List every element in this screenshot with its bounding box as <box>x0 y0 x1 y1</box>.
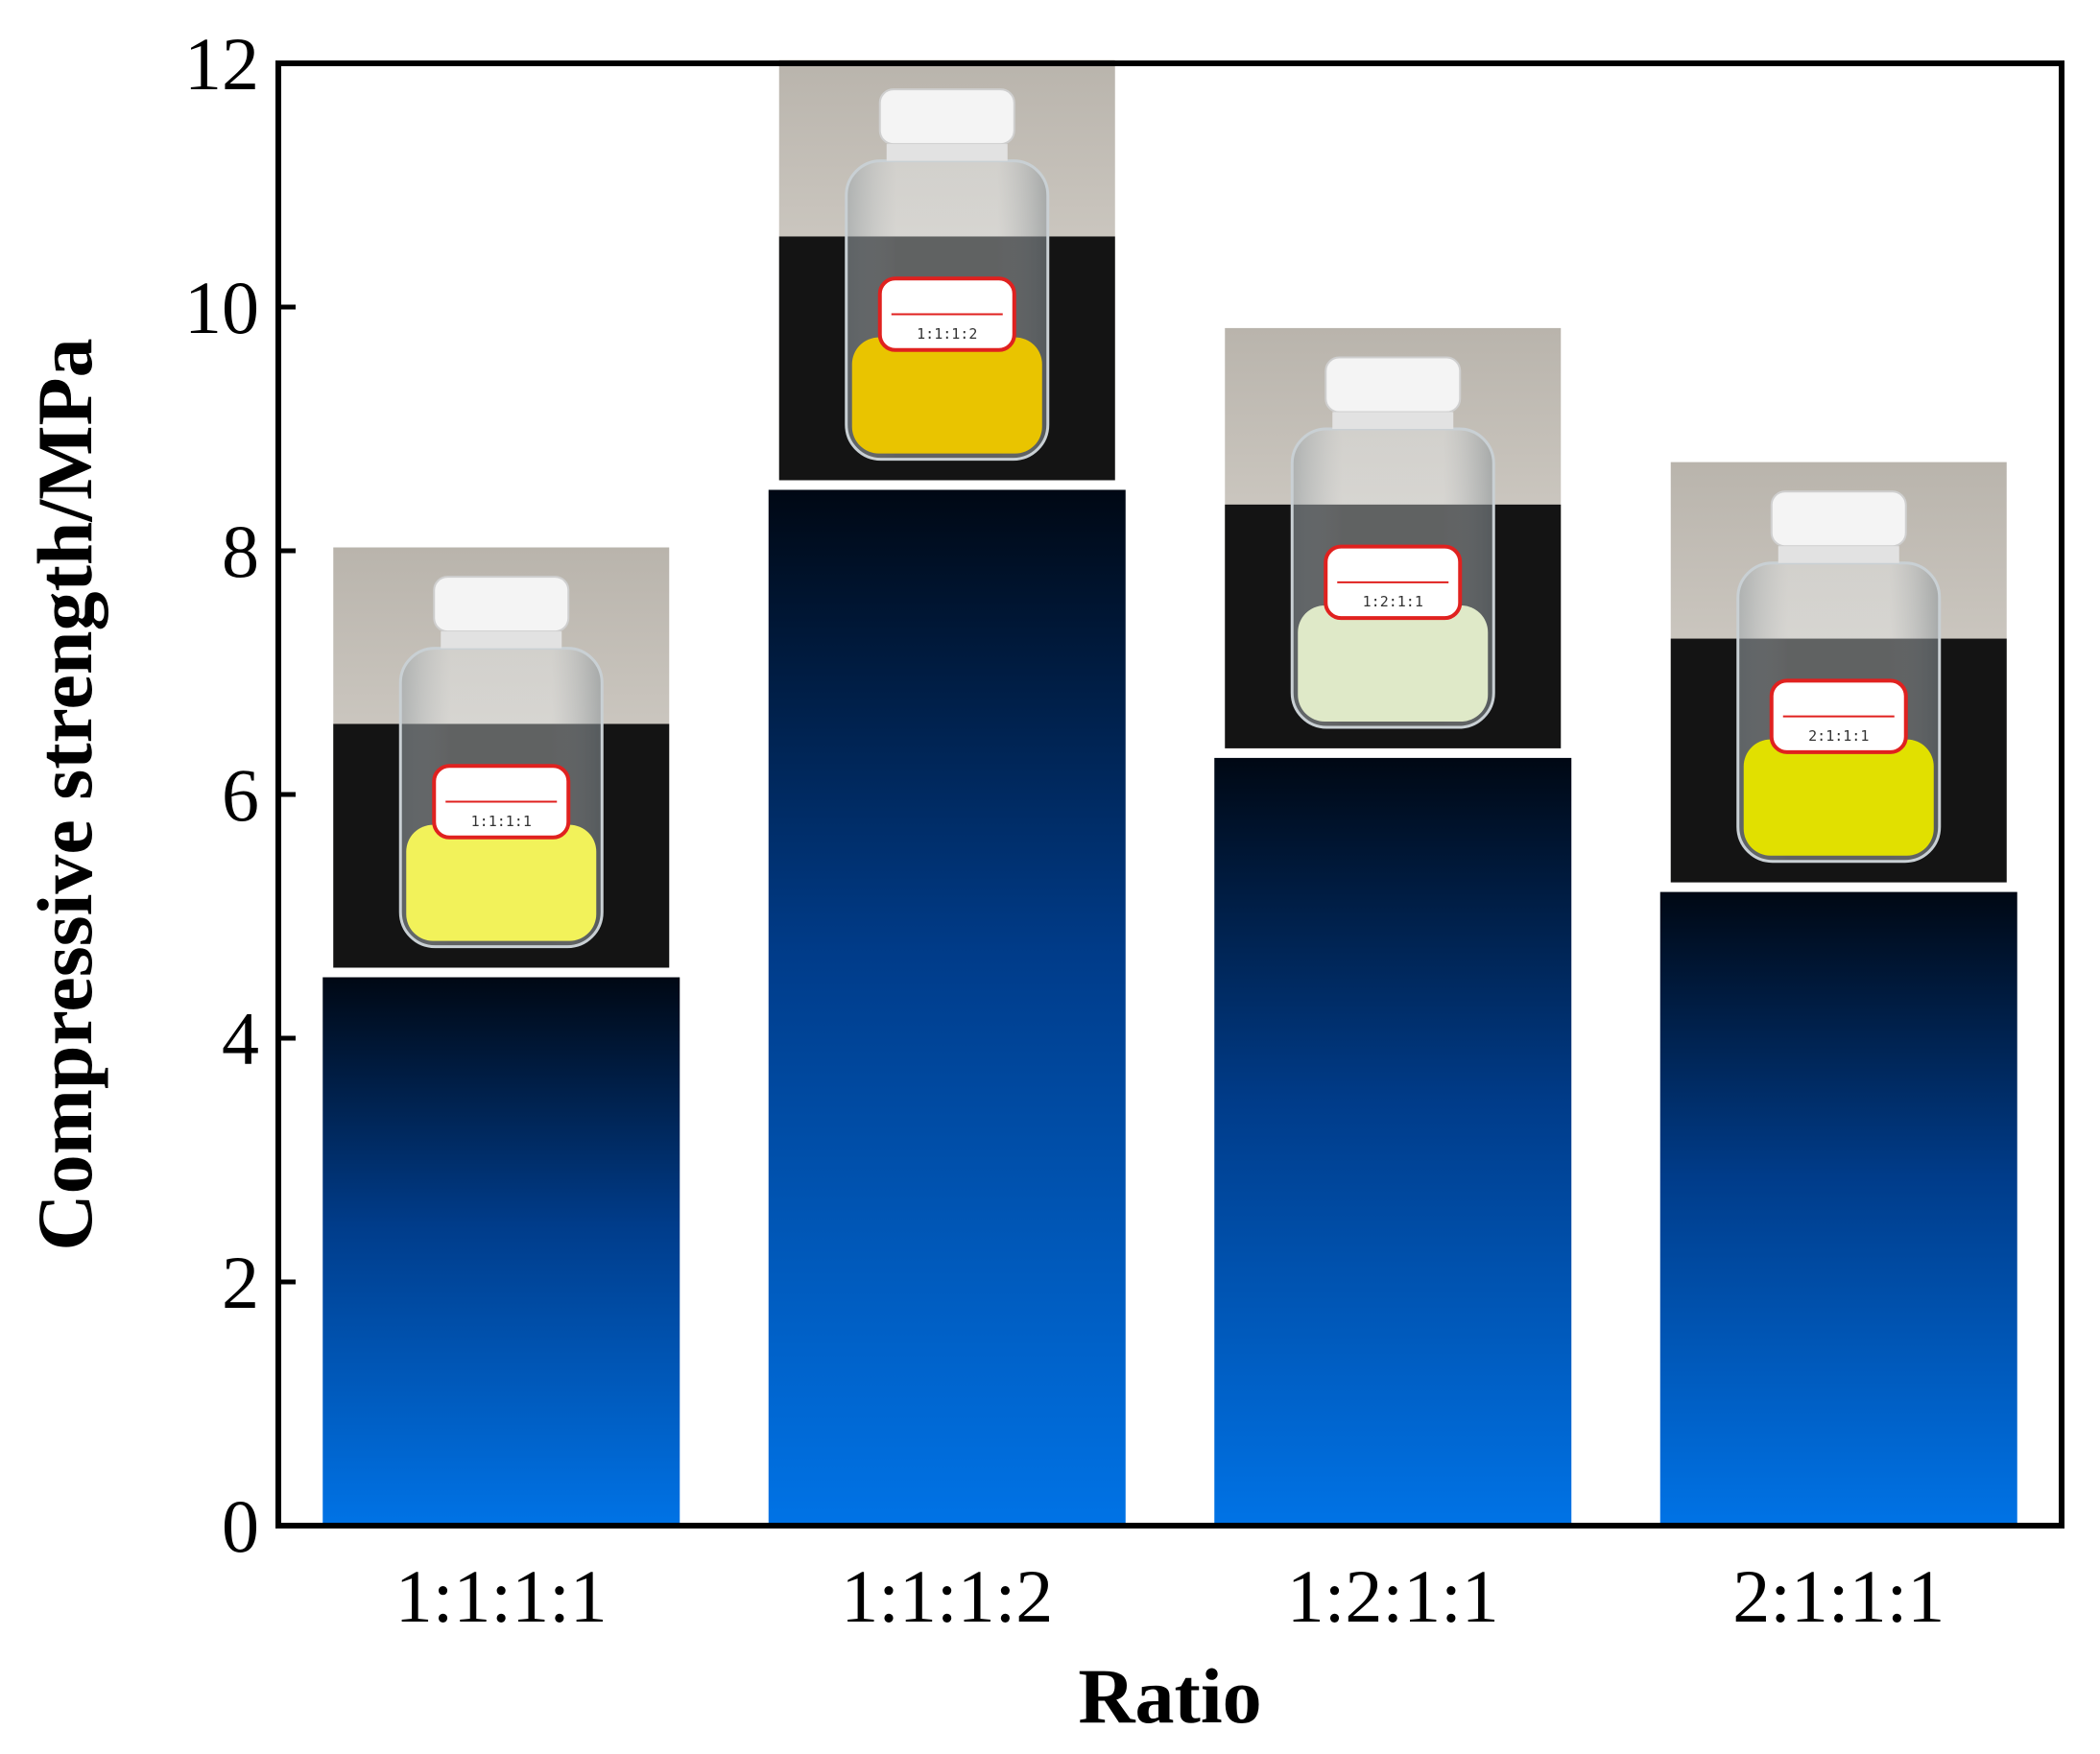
y-tick-label: 2 <box>222 1241 259 1324</box>
jar-label-text: 1:2:1:1 <box>1363 593 1423 610</box>
bar-2 <box>768 489 1126 1526</box>
y-tick-label: 10 <box>184 266 259 349</box>
y-tick-label: 4 <box>222 997 259 1080</box>
x-tick-label: 2:1:1:1 <box>1732 1554 1945 1638</box>
x-tick-label: 1:1:1:1 <box>395 1554 608 1638</box>
jar-neck <box>441 631 562 649</box>
x-tick-label: 1:1:1:2 <box>841 1554 1053 1638</box>
jar-neck <box>1332 412 1454 430</box>
jar-cap <box>1770 490 1907 548</box>
jar-cap <box>433 576 570 633</box>
y-tick-label: 8 <box>222 510 259 593</box>
bar-1 <box>322 977 680 1526</box>
x-axis: 1:1:1:1 1:1:1:2 1:2:1:1 2:1:1:1 <box>395 1554 1945 1638</box>
y-axis: 0 2 4 6 8 10 12 <box>184 22 296 1568</box>
inset-photo-3: 1:2:1:1 <box>1225 327 1562 748</box>
liquid <box>406 824 597 941</box>
y-tick-label: 0 <box>222 1484 259 1568</box>
y-tick-label: 6 <box>222 753 259 837</box>
jar-label-text: 1:1:1:2 <box>917 325 977 343</box>
jar-cap <box>1324 356 1462 414</box>
liquid <box>1298 604 1489 722</box>
y-axis-title: Compressive strength/MPa <box>21 338 108 1250</box>
jar-neck <box>1778 546 1899 563</box>
inset-photo-1: 1:1:1:1 <box>333 547 670 968</box>
y-tick-label: 12 <box>184 22 259 106</box>
jar-label-text: 1:1:1:1 <box>471 813 532 830</box>
bar-3 <box>1214 757 1572 1526</box>
x-axis-title: Ratio <box>1078 1652 1261 1740</box>
jar-neck <box>886 144 1008 161</box>
liquid <box>851 337 1042 454</box>
inset-photo-2: 1:1:1:2 <box>778 59 1115 481</box>
jar-cap <box>878 88 1015 146</box>
inset-photos: 1:1:1:1 1:1:1:2 1:2:1:1 2:1:1:1 <box>333 59 2007 968</box>
bar-4 <box>1659 891 2017 1526</box>
x-tick-label: 1:2:1:1 <box>1287 1554 1499 1638</box>
inset-photo-4: 2:1:1:1 <box>1670 462 2007 883</box>
liquid <box>1743 739 1934 856</box>
bars-layer <box>322 489 2017 1526</box>
jar-label-text: 2:1:1:1 <box>1808 727 1869 745</box>
